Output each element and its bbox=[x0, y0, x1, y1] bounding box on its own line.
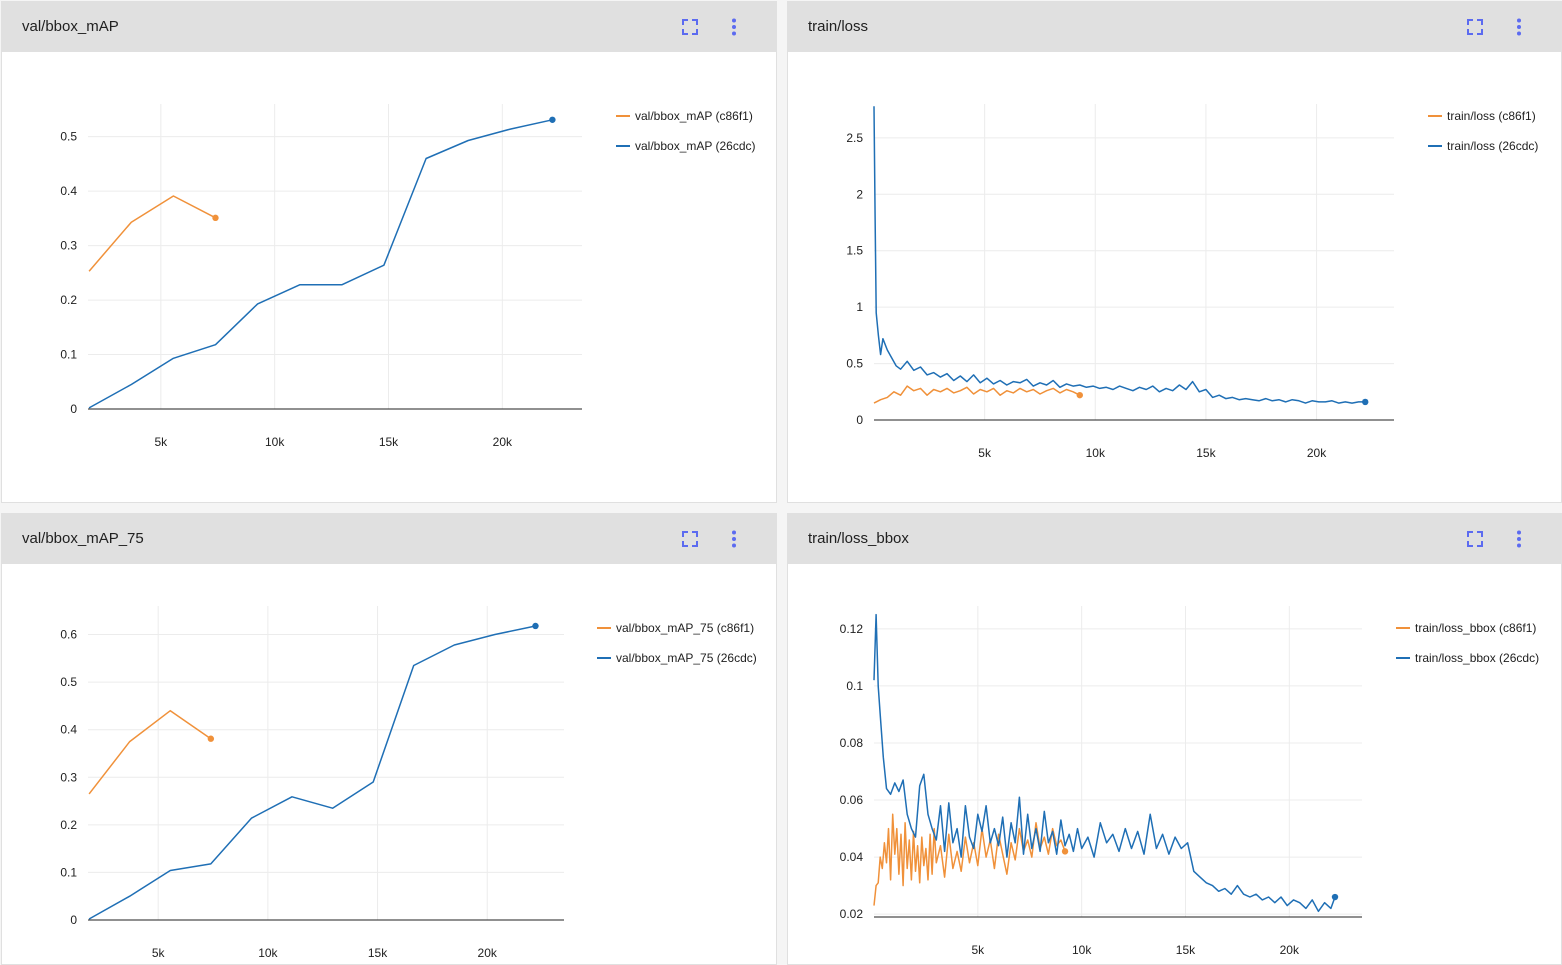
x-tick-label: 20k bbox=[1307, 446, 1327, 460]
y-tick-label: 0.2 bbox=[60, 818, 77, 832]
series-line-c86f1 bbox=[88, 195, 216, 272]
card-header: val/bbox_mAP_75 bbox=[2, 514, 776, 564]
y-tick-label: 0.1 bbox=[846, 679, 863, 693]
y-tick-label: 0.5 bbox=[60, 130, 77, 144]
chart-card: val/bbox_mAP_75 5k 10k 15k 20k 0 0.1 0.2 0.3 0.4 0… bbox=[1, 513, 777, 965]
card-header: val/bbox_mAP bbox=[2, 2, 776, 52]
fullscreen-button[interactable] bbox=[1463, 15, 1487, 39]
y-tick-label: 0.5 bbox=[60, 675, 77, 689]
series-line-26cdc bbox=[873, 613, 1336, 913]
more-vert-icon bbox=[1517, 530, 1521, 548]
y-tick-label: 2 bbox=[856, 187, 863, 201]
more-vert-icon bbox=[732, 530, 736, 548]
fullscreen-button[interactable] bbox=[678, 15, 702, 39]
legend-label[interactable]: val/bbox_mAP (26cdc) bbox=[635, 139, 756, 153]
y-tick-label: 0.12 bbox=[840, 622, 864, 636]
y-tick-label: 0.08 bbox=[840, 736, 864, 750]
x-tick-label: 15k bbox=[1196, 446, 1216, 460]
more-options-button[interactable] bbox=[1507, 527, 1531, 551]
series-endpoint-26cdc bbox=[532, 622, 539, 630]
line-chart: 5k 10k 15k 20k 0 0.1 0.2 0.3 0.4 0.5 0.6 val/bbox_m… bbox=[60, 606, 757, 960]
fullscreen-button[interactable] bbox=[678, 527, 702, 551]
y-tick-label: 0.04 bbox=[840, 850, 864, 864]
y-tick-label: 2.5 bbox=[846, 131, 863, 145]
y-tick-label: 1.5 bbox=[846, 244, 863, 258]
legend-label[interactable]: train/loss_bbox (c86f1) bbox=[1415, 621, 1536, 635]
series-line-c86f1 bbox=[873, 385, 1081, 404]
chart-title: train/loss bbox=[808, 18, 869, 35]
chart-card: val/bbox_mAP 5k 10k 15k 20k 0 0.1 0.2 0.3 0.4 0.5 v… bbox=[1, 1, 777, 503]
more-options-button[interactable] bbox=[1507, 15, 1531, 39]
chart-title: val/bbox_mAP bbox=[22, 18, 119, 35]
y-tick-label: 0.02 bbox=[840, 907, 864, 921]
x-tick-label: 20k bbox=[493, 435, 513, 449]
series-line-c86f1 bbox=[88, 709, 212, 795]
x-tick-label: 5k bbox=[971, 943, 985, 957]
line-chart: 5k 10k 15k 20k 0 0.1 0.2 0.3 0.4 0.5 val/bbox_mAP … bbox=[60, 104, 756, 449]
more-options-button[interactable] bbox=[722, 527, 746, 551]
series-endpoint-26cdc bbox=[1331, 893, 1339, 901]
y-tick-label: 0.06 bbox=[840, 793, 864, 807]
y-tick-label: 0.1 bbox=[60, 865, 77, 879]
chart-title: train/loss_bbox bbox=[808, 530, 909, 547]
series-endpoint-26cdc bbox=[1362, 398, 1369, 406]
y-tick-label: 0.4 bbox=[60, 184, 77, 198]
card-header: train/loss_bbox bbox=[788, 514, 1561, 564]
x-tick-label: 20k bbox=[478, 946, 498, 960]
fullscreen-icon bbox=[682, 531, 698, 547]
x-tick-label: 5k bbox=[978, 446, 992, 460]
legend-label[interactable]: val/bbox_mAP (c86f1) bbox=[635, 109, 753, 123]
fullscreen-icon bbox=[682, 19, 698, 35]
series-endpoint-c86f1 bbox=[207, 735, 215, 742]
series-endpoint-c86f1 bbox=[1061, 848, 1069, 855]
x-tick-label: 10k bbox=[265, 435, 285, 449]
series-endpoint-c86f1 bbox=[1076, 391, 1083, 399]
more-vert-icon bbox=[732, 18, 736, 36]
more-options-button[interactable] bbox=[722, 15, 746, 39]
y-tick-label: 1 bbox=[856, 300, 863, 314]
y-tick-label: 0.1 bbox=[60, 348, 77, 362]
series-line-26cdc bbox=[88, 625, 536, 920]
x-tick-label: 10k bbox=[1086, 446, 1106, 460]
x-tick-label: 5k bbox=[152, 946, 166, 960]
x-tick-label: 10k bbox=[258, 946, 278, 960]
fullscreen-button[interactable] bbox=[1463, 527, 1487, 551]
x-tick-label: 15k bbox=[379, 435, 399, 449]
series-endpoint-c86f1 bbox=[212, 214, 219, 222]
y-tick-label: 0.6 bbox=[60, 628, 77, 642]
chart-title: val/bbox_mAP_75 bbox=[22, 530, 144, 547]
series-line-26cdc bbox=[88, 119, 553, 409]
series-line-26cdc bbox=[873, 106, 1366, 404]
legend-label[interactable]: val/bbox_mAP_75 (c86f1) bbox=[616, 621, 754, 635]
y-tick-label: 0 bbox=[70, 913, 77, 927]
card-header: train/loss bbox=[788, 2, 1561, 52]
x-tick-label: 15k bbox=[368, 946, 388, 960]
x-tick-label: 5k bbox=[155, 435, 169, 449]
legend-label[interactable]: train/loss (c86f1) bbox=[1447, 109, 1536, 123]
line-chart: 5k 10k 15k 20k 0 0.5 1 1.5 2 2.5 train/loss (c86f1… bbox=[846, 104, 1538, 460]
x-tick-label: 20k bbox=[1280, 943, 1300, 957]
line-chart: 5k 10k 15k 20k 0.02 0.04 0.06 0.08 0.1 0.12 train/… bbox=[840, 606, 1539, 957]
chart-card: train/loss 5k 10k 15k 20k 0 0.5 1 1.5 2 2.5 train/l… bbox=[787, 1, 1562, 503]
more-vert-icon bbox=[1517, 18, 1521, 36]
legend-label[interactable]: val/bbox_mAP_75 (26cdc) bbox=[616, 651, 757, 665]
legend-label[interactable]: train/loss_bbox (26cdc) bbox=[1415, 651, 1539, 665]
y-tick-label: 0.3 bbox=[60, 239, 77, 253]
legend-label[interactable]: train/loss (26cdc) bbox=[1447, 139, 1538, 153]
x-tick-label: 10k bbox=[1072, 943, 1092, 957]
y-tick-label: 0 bbox=[856, 413, 863, 427]
x-tick-label: 15k bbox=[1176, 943, 1196, 957]
series-endpoint-26cdc bbox=[549, 116, 556, 123]
y-tick-label: 0.4 bbox=[60, 723, 77, 737]
y-tick-label: 0.5 bbox=[846, 357, 863, 371]
fullscreen-icon bbox=[1467, 531, 1483, 547]
y-tick-label: 0.3 bbox=[60, 770, 77, 784]
y-tick-label: 0.2 bbox=[60, 293, 77, 307]
chart-card: train/loss_bbox 5k 10k 15k 20k 0.02 0.04 0.06 0.… bbox=[787, 513, 1562, 965]
y-tick-label: 0 bbox=[70, 402, 77, 416]
fullscreen-icon bbox=[1467, 19, 1483, 35]
